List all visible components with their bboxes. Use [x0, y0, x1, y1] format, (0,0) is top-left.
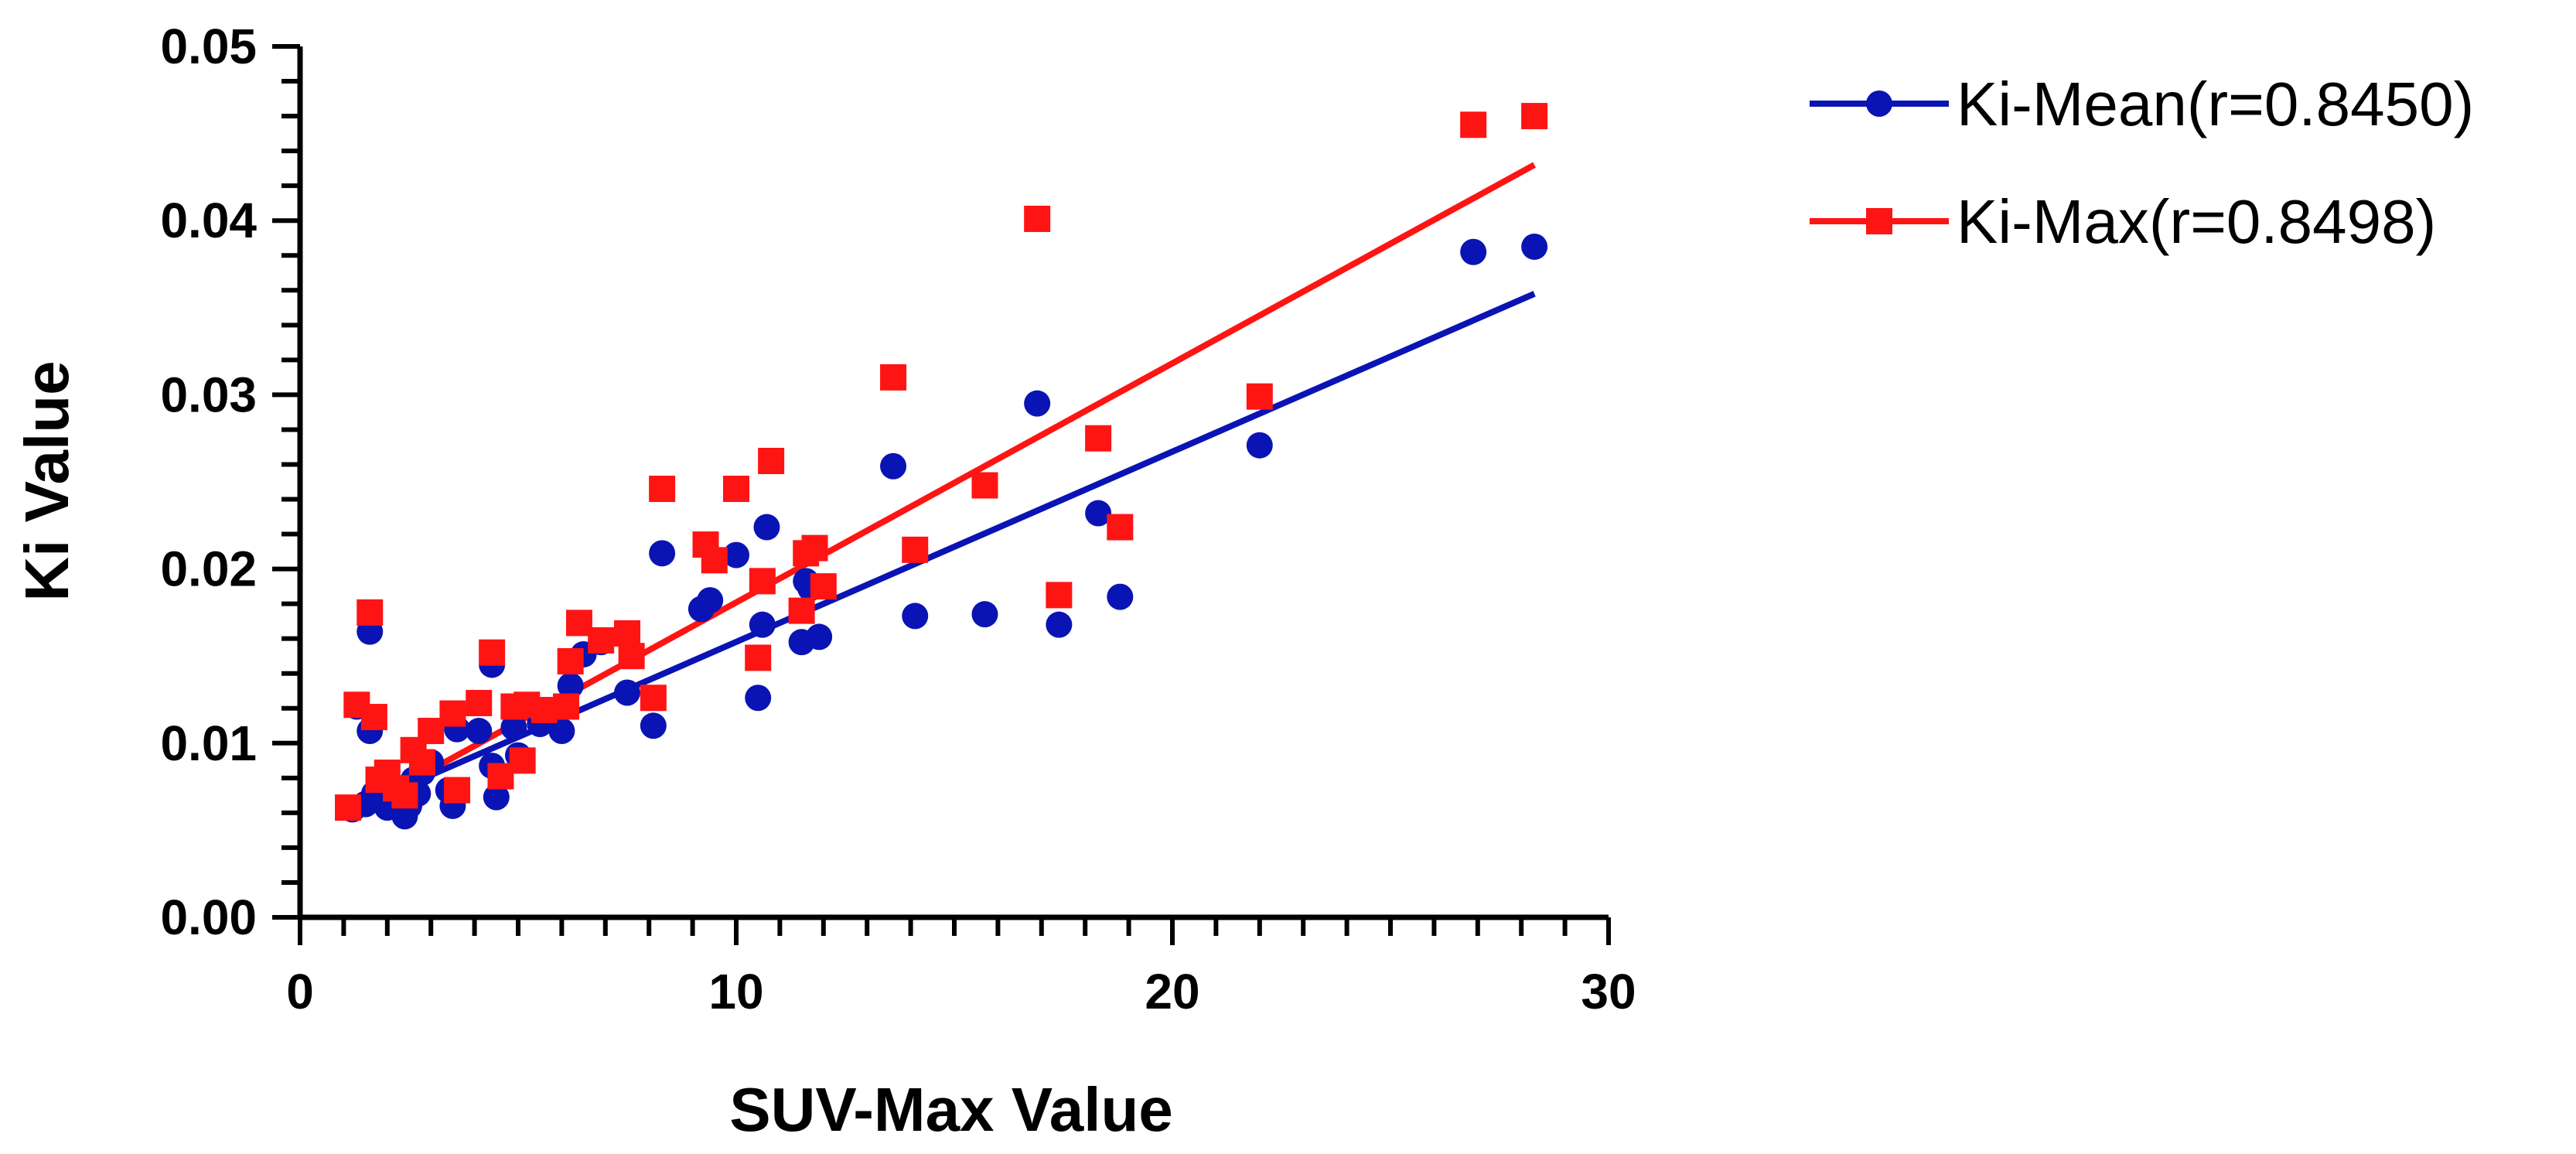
data-point: [1107, 514, 1134, 541]
data-point: [723, 476, 749, 503]
data-point: [500, 714, 527, 741]
y-tick-label: 0.03: [160, 367, 257, 422]
data-point: [753, 514, 780, 541]
series-1-points: [335, 103, 1548, 821]
data-point: [1024, 390, 1051, 417]
data-point: [466, 690, 493, 717]
data-point: [810, 573, 837, 600]
data-point: [971, 601, 998, 628]
data-point: [902, 536, 929, 563]
plot-marks: [335, 103, 1548, 830]
data-point: [971, 472, 998, 499]
data-point: [749, 611, 776, 638]
data-point: [880, 364, 907, 391]
legend-item: Ki-Max(r=0.8498): [1810, 187, 2436, 256]
data-point: [335, 794, 362, 821]
x-tick-label: 20: [1145, 964, 1199, 1019]
data-point: [749, 568, 776, 595]
legend-label: Ki-Mean(r=0.8450): [1957, 70, 2474, 138]
data-point: [360, 704, 387, 731]
y-tick-label: 0.02: [160, 541, 257, 597]
data-point: [1046, 582, 1073, 609]
data-point: [357, 599, 384, 626]
data-point: [548, 718, 575, 745]
legend: Ki-Mean(r=0.8450) Ki-Max(r=0.8498): [1810, 70, 2474, 256]
data-point: [745, 685, 772, 712]
data-point: [1246, 432, 1273, 459]
data-point: [801, 534, 828, 562]
series-0-points: [339, 233, 1548, 830]
x-tick-label: 0: [286, 964, 314, 1019]
data-point: [745, 644, 772, 671]
data-point: [614, 620, 640, 647]
data-point: [1246, 383, 1273, 410]
data-point: [1460, 238, 1487, 265]
legend-item: Ki-Mean(r=0.8450): [1810, 70, 2474, 138]
x-tick-label: 30: [1581, 964, 1636, 1019]
y-tick-label: 0.05: [160, 19, 257, 74]
ticks: 0 10 20 30 0.00 0.01 0.02 0.03 0.04 0.05: [160, 19, 1636, 1019]
data-point: [466, 718, 493, 745]
data-point: [391, 782, 418, 809]
data-point: [1085, 500, 1112, 527]
data-point: [1460, 111, 1487, 138]
data-point: [1107, 583, 1134, 610]
data-point: [1024, 205, 1051, 232]
y-tick-label: 0.04: [160, 193, 257, 248]
data-point: [880, 452, 907, 480]
legend-marker: [1866, 90, 1892, 117]
data-point: [788, 597, 815, 624]
data-point: [1046, 611, 1073, 638]
legend-marker: [1866, 208, 1892, 234]
data-point: [902, 603, 929, 630]
y-tick-label: 0.00: [160, 889, 257, 945]
data-point: [444, 777, 471, 804]
data-point: [588, 627, 615, 654]
data-point: [758, 447, 785, 474]
data-point: [640, 685, 667, 712]
x-axis-title: SUV-Max Value: [729, 1075, 1173, 1144]
data-point: [640, 712, 667, 739]
x-tick-label: 10: [708, 964, 763, 1019]
data-point: [1521, 233, 1548, 260]
data-point: [483, 784, 510, 811]
data-point: [614, 679, 640, 706]
data-point: [806, 623, 833, 650]
y-tick-label: 0.01: [160, 715, 257, 771]
data-point: [697, 587, 724, 614]
data-point: [1521, 103, 1548, 130]
data-point: [479, 639, 506, 666]
legend-label: Ki-Max(r=0.8498): [1957, 187, 2436, 256]
data-point: [649, 540, 676, 567]
data-point: [557, 672, 584, 699]
data-point: [723, 541, 749, 568]
data-point: [1085, 425, 1112, 452]
data-point: [408, 749, 435, 776]
data-point: [439, 700, 466, 727]
data-point: [649, 476, 676, 503]
data-point: [553, 693, 580, 720]
data-point: [701, 547, 728, 574]
y-axis-title: Ki Value: [12, 360, 81, 601]
data-point: [557, 647, 584, 674]
data-point: [509, 747, 536, 774]
data-point: [618, 643, 645, 670]
